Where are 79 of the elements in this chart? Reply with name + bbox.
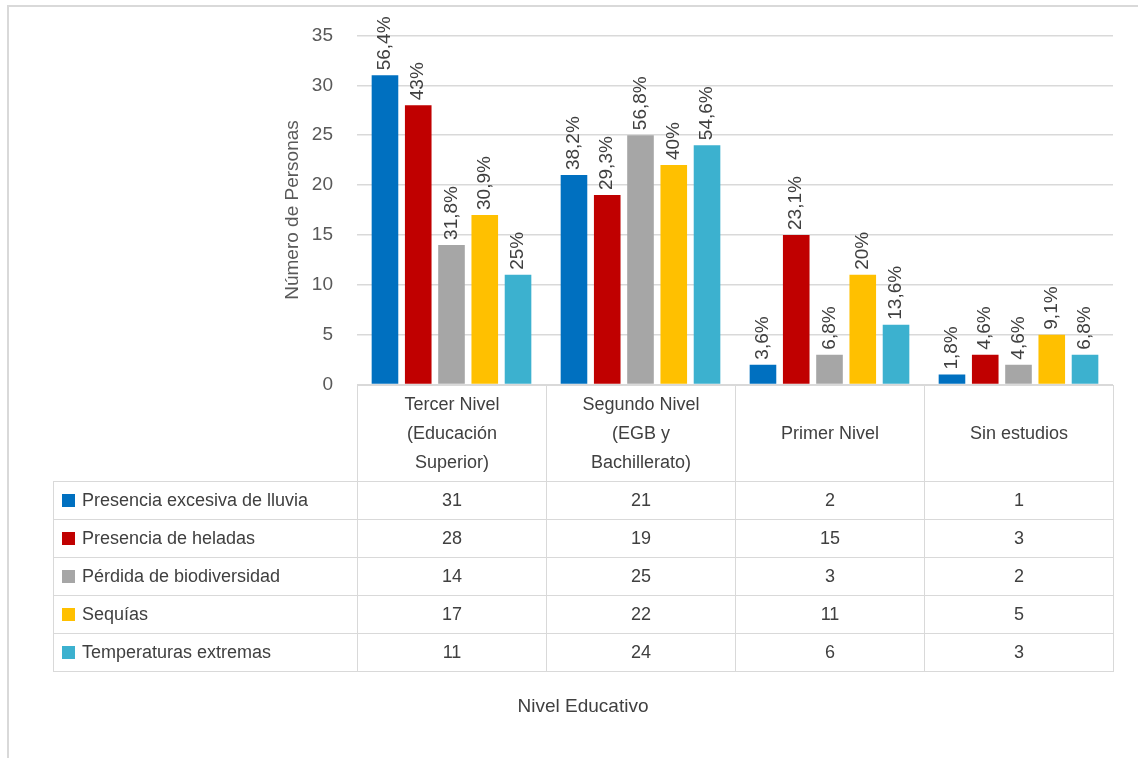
data-label: 25 <box>546 557 736 596</box>
y-tick-label: 25 <box>311 123 333 145</box>
annotation: 25% <box>506 231 528 270</box>
y-tick-label: 35 <box>311 23 333 45</box>
y-axis-title: Número de Personas <box>280 120 302 300</box>
bar <box>693 145 721 384</box>
y-tick-label: 15 <box>311 223 333 245</box>
bar <box>593 195 621 384</box>
bar <box>471 214 499 384</box>
annotation: 20% <box>851 231 872 270</box>
y-tick-label: 0 <box>322 372 333 394</box>
bar <box>404 105 432 384</box>
annotation: 38,2% <box>562 116 584 171</box>
data-label: 24 <box>546 633 736 672</box>
bar <box>660 165 688 384</box>
legend-label: Temperaturas extremas <box>82 642 272 663</box>
bar <box>938 374 966 384</box>
y-tick-label: 10 <box>311 273 333 295</box>
annotation: 43% <box>406 62 428 101</box>
annotation: 40% <box>662 121 683 161</box>
annotation: 1,8% <box>940 326 962 370</box>
data-label: 15 <box>735 519 925 558</box>
data-label: 14 <box>357 557 547 596</box>
annotation: 4,6% <box>1006 316 1028 360</box>
data-label: 3 <box>924 519 1114 558</box>
bar <box>438 244 465 384</box>
annotation: 30,9% <box>473 156 494 210</box>
annotation: 31,8% <box>439 185 461 240</box>
bar <box>371 75 399 384</box>
annotation: 13,6% <box>884 265 906 320</box>
bar <box>971 354 999 384</box>
x-tick-label: Segundo Nivel (EGB y Bachillerato) <box>546 385 736 482</box>
annotation: 3,6% <box>751 316 773 360</box>
x-tick-label: Primer Nivel <box>735 385 925 482</box>
text: Nivel Educativo <box>517 694 649 717</box>
legend-label: Presencia excesiva de lluvia <box>82 490 309 511</box>
annotation: 29,3% <box>595 136 617 191</box>
data-label: 21 <box>546 481 736 520</box>
annotation: 56,8% <box>628 76 650 131</box>
annotation: 4,6% <box>973 306 995 350</box>
bar <box>504 274 532 384</box>
bar <box>749 364 777 384</box>
annotation: 54,6% <box>695 86 717 141</box>
legend-label: Presencia de heladas <box>82 528 256 549</box>
data-label: 1 <box>924 481 1114 520</box>
data-label: 28 <box>357 519 547 558</box>
data-label: 19 <box>546 519 736 558</box>
data-label: 11 <box>735 595 925 634</box>
bar <box>816 354 843 384</box>
data-label: 2 <box>735 481 925 520</box>
y-tick-label: 5 <box>322 322 333 344</box>
data-label: 17 <box>357 595 547 634</box>
bar <box>560 175 588 384</box>
data-label: 2 <box>924 557 1114 596</box>
bar <box>1038 334 1066 384</box>
annotation: 9,1% <box>1040 286 1061 330</box>
data-label: 11 <box>357 633 547 672</box>
y-tick-label: 20 <box>311 173 333 195</box>
legend-label: Sequías <box>82 604 149 625</box>
x-tick-label: Sin estudios <box>924 385 1114 482</box>
annotation: 6,8% <box>817 306 839 350</box>
legend-label: Pérdida de biodiversidad <box>82 566 281 587</box>
bar <box>1071 354 1099 384</box>
bar <box>627 135 654 384</box>
y-tick-label: 30 <box>311 73 333 95</box>
bar <box>882 324 910 384</box>
data-label: 31 <box>357 481 547 520</box>
data-label: 3 <box>735 557 925 596</box>
bar <box>782 234 810 384</box>
data-label: 3 <box>924 633 1114 672</box>
data-label: 22 <box>546 595 736 634</box>
annotation: 6,8% <box>1073 306 1095 350</box>
annotation: 56,4% <box>373 16 395 71</box>
data-label: 5 <box>924 595 1114 634</box>
data-label: 6 <box>735 633 925 672</box>
annotation: 23,1% <box>784 175 806 230</box>
bar <box>849 274 877 384</box>
x-tick-label: Tercer Nivel (Educación Superior) <box>357 385 547 482</box>
bar <box>1005 364 1032 384</box>
